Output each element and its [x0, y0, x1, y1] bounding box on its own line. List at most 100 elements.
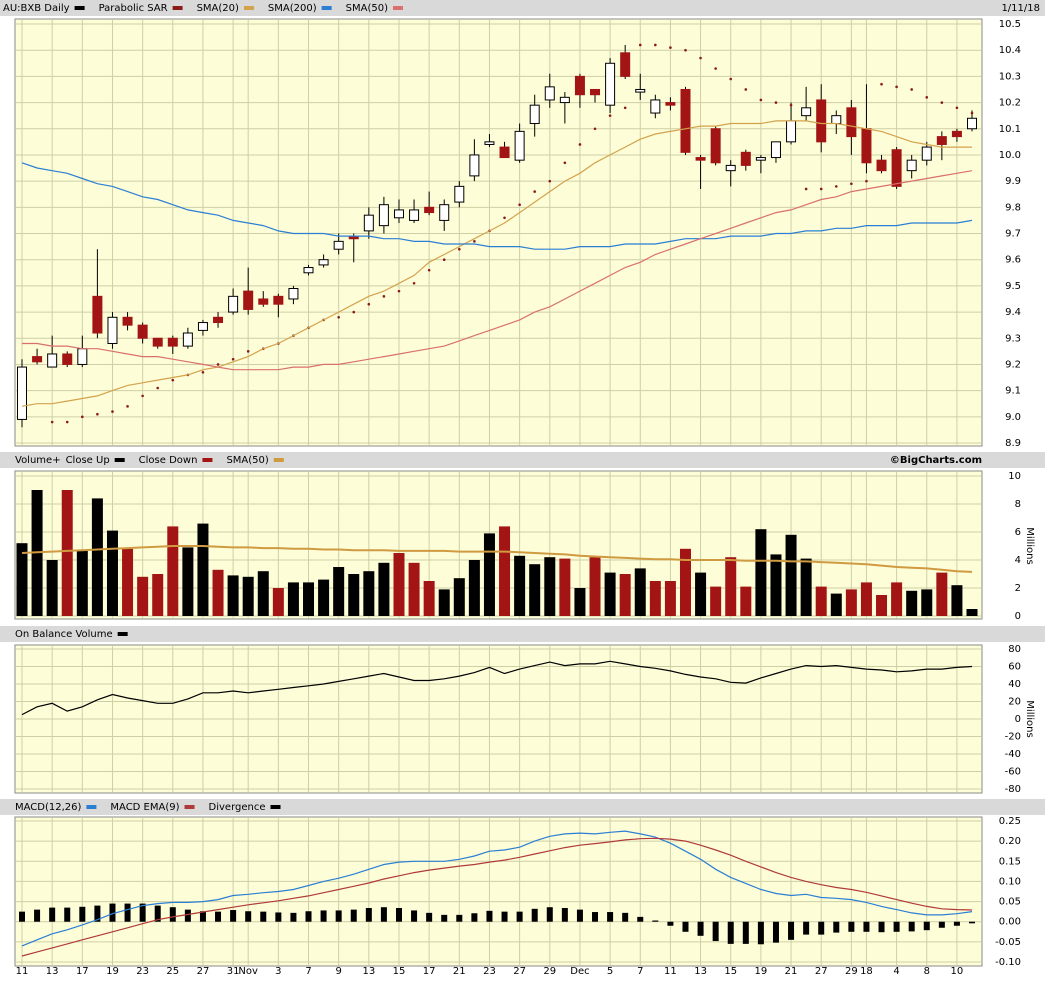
y-tick-label: 8	[1015, 499, 1021, 510]
divergence-bar	[94, 905, 101, 922]
divergence-bar	[682, 921, 689, 932]
y-tick-label: 10.3	[999, 71, 1021, 82]
volume-bar	[167, 526, 179, 616]
candle-body	[951, 130, 962, 138]
candle-body	[32, 356, 43, 363]
candle-body	[846, 107, 857, 138]
candle-body	[861, 128, 872, 164]
volume-bar	[468, 560, 480, 616]
divergence-bar	[652, 920, 659, 922]
volume-bar	[318, 579, 330, 616]
plot-area	[14, 18, 983, 447]
y-tick-label: 9.2	[1005, 359, 1021, 370]
volume-bar	[966, 609, 978, 616]
volume-bar	[740, 586, 752, 616]
y-tick-label: 9.3	[1005, 333, 1021, 344]
divergence-bar	[64, 907, 71, 922]
legend-swatch	[86, 805, 97, 809]
y-tick-label: 9.7	[1005, 229, 1021, 240]
candle-body	[273, 295, 284, 305]
x-tick-label: 13	[46, 966, 59, 977]
y-tick-label: 10	[1008, 471, 1021, 482]
volume-bar	[483, 533, 495, 616]
volume-bar	[46, 560, 58, 616]
sar-dot	[729, 77, 733, 81]
sar-dot	[910, 88, 913, 91]
sma-line	[22, 170, 973, 371]
sar-dot	[654, 43, 657, 47]
y-tick-label: 9.6	[1005, 255, 1021, 266]
sar-dot	[337, 316, 340, 319]
x-tick-label: 7	[637, 966, 643, 977]
sar-dot	[427, 268, 431, 272]
volume-bar	[122, 548, 134, 616]
candle-body	[439, 204, 450, 221]
x-tick-label: 27	[197, 966, 210, 977]
candle-body	[665, 102, 676, 106]
candle-body	[936, 136, 947, 145]
candle-body	[891, 149, 902, 187]
divergence-bar	[184, 909, 191, 922]
sar-dot	[412, 281, 416, 285]
legend-label: AU:BXB Daily	[3, 3, 70, 14]
candle-body	[559, 96, 570, 104]
candle-body	[574, 75, 585, 96]
divergence-bar	[79, 906, 86, 922]
volume-bar	[423, 581, 435, 616]
y-tick-label: -0.10	[995, 957, 1021, 968]
divergence-bar	[411, 910, 418, 922]
volume-bar	[589, 557, 601, 616]
volume-bar	[272, 588, 284, 616]
volume-bar	[876, 595, 888, 616]
volume-bar	[333, 567, 345, 616]
divergence-bar	[169, 907, 176, 922]
candle-body	[167, 337, 178, 347]
divergence-bar	[908, 921, 915, 932]
sar-dot	[608, 114, 612, 117]
y-tick-label: 9.1	[1005, 386, 1021, 397]
panel-header	[0, 799, 1045, 815]
candle-body	[605, 62, 616, 106]
candle-body	[590, 88, 601, 96]
divergence-bar	[245, 911, 252, 922]
sar-dot	[246, 350, 250, 353]
x-tick-label: 4	[893, 966, 899, 977]
divergence-bar	[350, 909, 357, 922]
divergence-bar	[49, 907, 56, 922]
candle-body	[409, 209, 420, 221]
volume-bar	[61, 490, 73, 616]
divergence-bar	[757, 921, 764, 945]
sar-dot	[548, 179, 552, 183]
x-tick-label: 27	[513, 966, 526, 977]
candle-body	[740, 151, 751, 166]
volume-bar	[891, 582, 903, 616]
candle-body	[469, 154, 480, 177]
volume-bar	[936, 572, 948, 616]
divergence-bar	[863, 921, 870, 932]
candle-body	[288, 287, 299, 300]
sar-dot	[744, 88, 748, 91]
sar-dot	[819, 187, 823, 191]
x-tick-label: 13	[362, 966, 375, 977]
y-axis-title: Millions	[1024, 527, 1035, 564]
divergence-bar	[380, 907, 387, 922]
legend-label: Close Down	[139, 455, 198, 466]
sar-dot	[940, 101, 944, 104]
divergence-bar	[742, 921, 749, 944]
x-tick-label: 23	[483, 966, 496, 977]
candle-body	[17, 366, 27, 420]
volume-bar	[438, 589, 450, 616]
candle-body	[514, 130, 525, 161]
divergence-bar	[788, 921, 795, 940]
y-tick-label: 0.15	[999, 856, 1021, 867]
volume-bar	[16, 543, 28, 616]
y-tick-label: 4	[1015, 555, 1021, 566]
sar-dot	[593, 127, 597, 131]
divergence-bar	[501, 911, 508, 922]
volume-bar	[649, 581, 661, 616]
candle-body	[484, 141, 495, 145]
legend-swatch	[172, 6, 183, 10]
candle-body	[906, 159, 917, 172]
divergence-bar	[215, 911, 222, 922]
divergence-bar	[486, 910, 493, 922]
